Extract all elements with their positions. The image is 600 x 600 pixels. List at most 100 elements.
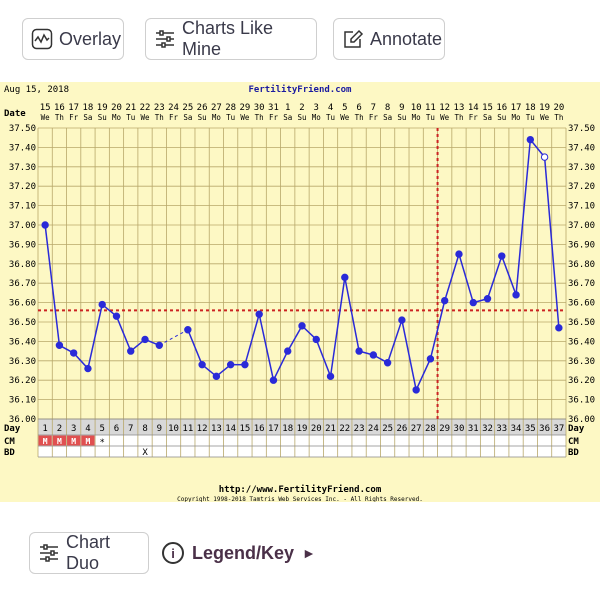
temp-line-segment bbox=[344, 277, 360, 352]
day-number: 16 bbox=[254, 424, 265, 434]
weekday-label: Sa bbox=[383, 113, 392, 122]
day-number: 34 bbox=[511, 424, 522, 434]
date-label: 17 bbox=[68, 103, 79, 113]
charts-like-mine-button[interactable]: Charts Like Mine bbox=[145, 18, 317, 60]
site-name: FertilityFriend.com bbox=[249, 84, 353, 95]
day-number: 1 bbox=[42, 424, 47, 434]
y-tick-label-right: 37.30 bbox=[568, 163, 595, 173]
temp-point bbox=[226, 360, 235, 369]
date-label: 25 bbox=[182, 103, 193, 113]
date-label: 19 bbox=[539, 103, 550, 113]
temp-line-segment bbox=[515, 139, 532, 295]
day-number: 17 bbox=[268, 424, 279, 434]
date-label: 20 bbox=[111, 103, 122, 113]
weekday-label: Mo bbox=[512, 113, 522, 122]
temp-point bbox=[84, 364, 92, 373]
sliders-icon bbox=[154, 28, 176, 50]
day-number: 33 bbox=[496, 424, 507, 434]
temp-point bbox=[284, 347, 292, 355]
day-number: 2 bbox=[57, 424, 62, 434]
day-number: 9 bbox=[157, 424, 162, 434]
temp-line-segment bbox=[329, 277, 346, 377]
day-number: 26 bbox=[396, 424, 407, 434]
weekday-label: We bbox=[41, 113, 51, 122]
bd-row-label-right: BD bbox=[568, 448, 579, 458]
temp-point bbox=[441, 296, 449, 305]
play-arrow-icon: ► bbox=[302, 545, 316, 561]
chart-date: Aug 15, 2018 bbox=[4, 85, 69, 95]
temp-point bbox=[369, 351, 378, 359]
temp-point bbox=[469, 298, 477, 307]
date-label: 16 bbox=[54, 103, 65, 113]
cm-cell-menses bbox=[81, 435, 95, 446]
weekday-label: Th bbox=[55, 113, 64, 122]
y-tick-label-right: 36.80 bbox=[568, 260, 595, 270]
weekday-label: Fr bbox=[369, 113, 379, 122]
cm-cell-menses bbox=[52, 435, 67, 446]
date-label: 14 bbox=[468, 103, 479, 113]
weekday-label: Su bbox=[98, 113, 107, 122]
date-label: 15 bbox=[40, 103, 51, 113]
temp-point bbox=[98, 300, 106, 309]
date-label: 4 bbox=[328, 103, 333, 113]
y-tick-label-right: 36.50 bbox=[568, 318, 595, 328]
y-tick-label-left: 37.50 bbox=[9, 124, 36, 134]
cm-row-label-right: CM bbox=[568, 437, 579, 447]
y-tick-label-left: 36.30 bbox=[9, 357, 36, 367]
weekday-label: Su bbox=[397, 113, 406, 122]
info-icon: i bbox=[162, 542, 184, 564]
y-tick-label-left: 36.50 bbox=[9, 318, 36, 328]
temp-point bbox=[383, 359, 392, 367]
legend-key-link[interactable]: i Legend/Key ► bbox=[162, 538, 316, 568]
date-label: 22 bbox=[140, 103, 151, 113]
weekday-label: Sa bbox=[83, 113, 92, 122]
day-number: 19 bbox=[297, 424, 308, 434]
date-label: 3 bbox=[314, 103, 319, 113]
annotate-button[interactable]: Annotate bbox=[333, 18, 445, 60]
temp-point bbox=[426, 355, 435, 363]
date-label: 16 bbox=[496, 103, 507, 113]
day-number: 7 bbox=[128, 424, 133, 434]
y-tick-label-right: 36.70 bbox=[568, 279, 595, 289]
day-number: 3 bbox=[71, 424, 76, 434]
temp-point bbox=[69, 349, 78, 357]
date-label: 1 bbox=[285, 103, 290, 113]
temp-point bbox=[41, 221, 49, 229]
y-tick-label-left: 37.00 bbox=[9, 221, 36, 231]
date-label: 27 bbox=[211, 103, 222, 113]
day-number: 14 bbox=[225, 424, 236, 434]
y-tick-label-right: 37.50 bbox=[568, 124, 595, 134]
temp-point bbox=[355, 347, 363, 355]
sliders-icon bbox=[38, 542, 60, 564]
overlay-button[interactable]: Overlay bbox=[22, 18, 124, 60]
bd-row-label: BD bbox=[4, 448, 15, 458]
date-label: 26 bbox=[197, 103, 208, 113]
weekday-label: Fr bbox=[269, 113, 279, 122]
cm-row-label: CM bbox=[4, 437, 15, 447]
temp-line-segment bbox=[429, 300, 446, 360]
cm-cell-menses bbox=[67, 435, 81, 446]
date-row-label: Date bbox=[4, 109, 26, 119]
date-label: 12 bbox=[439, 103, 450, 113]
date-label: 7 bbox=[371, 103, 376, 113]
day-number: 10 bbox=[168, 424, 179, 434]
weekday-label: Fr bbox=[169, 113, 179, 122]
temp-line-segment bbox=[529, 139, 546, 158]
y-tick-label-left: 36.80 bbox=[9, 260, 36, 270]
date-label: 30 bbox=[254, 103, 265, 113]
chart-duo-button[interactable]: Chart Duo bbox=[29, 532, 149, 574]
cm-cell-menses bbox=[38, 435, 52, 446]
temp-point bbox=[398, 316, 406, 324]
temp-point bbox=[298, 322, 306, 330]
temp-point bbox=[498, 252, 506, 260]
day-number: 5 bbox=[100, 424, 105, 434]
date-label: 24 bbox=[168, 103, 179, 113]
temp-line-segment bbox=[44, 224, 61, 346]
temp-point bbox=[198, 360, 206, 369]
date-label: 19 bbox=[97, 103, 108, 113]
y-tick-label-right: 37.20 bbox=[568, 182, 595, 192]
date-label: 9 bbox=[399, 103, 404, 113]
temp-point bbox=[412, 386, 420, 394]
temp-point bbox=[212, 372, 221, 381]
y-tick-label-left: 36.20 bbox=[9, 376, 36, 386]
